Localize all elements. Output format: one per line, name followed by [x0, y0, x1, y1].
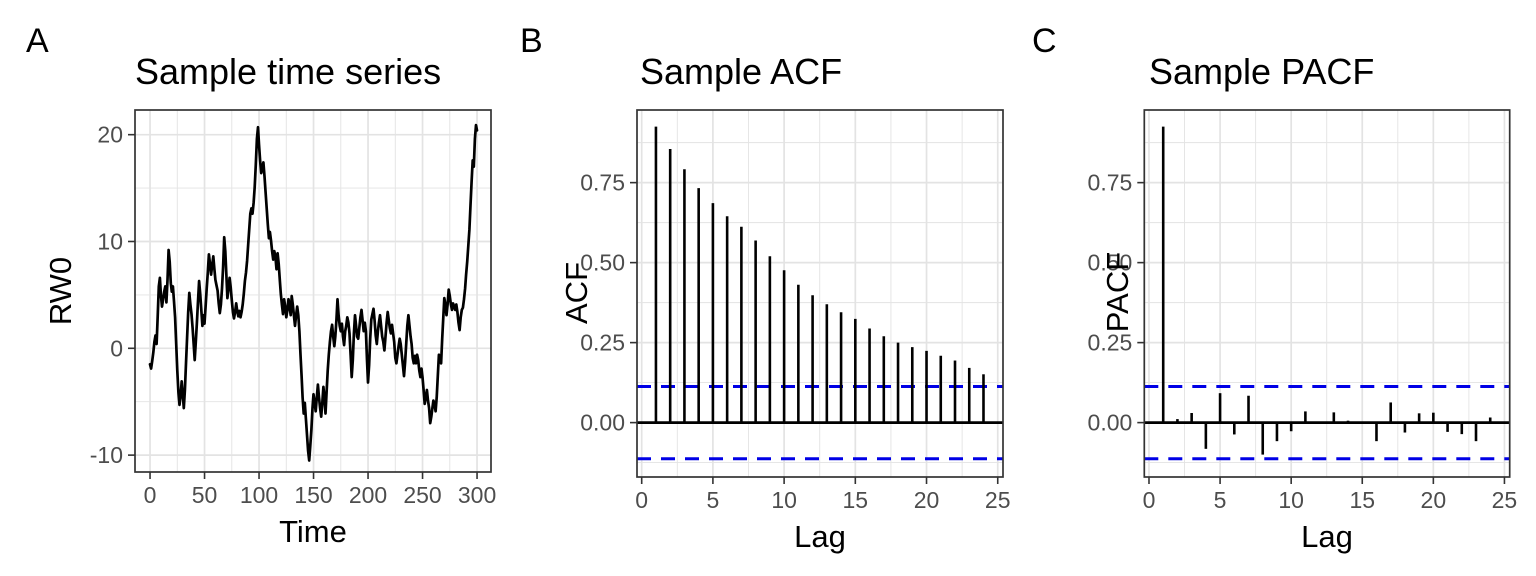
svg-text:300: 300 — [458, 482, 496, 508]
svg-text:20: 20 — [1421, 487, 1447, 513]
panel-a-title: Sample time series — [135, 51, 442, 92]
panel-c-x-axis-label: Lag — [1301, 519, 1353, 554]
svg-text:0.75: 0.75 — [580, 170, 625, 196]
panel-c-y-axis-label: PACF — [1100, 251, 1135, 333]
svg-text:25: 25 — [985, 487, 1011, 513]
svg-text:50: 50 — [192, 482, 218, 508]
svg-text:25: 25 — [1492, 487, 1518, 513]
panel-a-tag: A — [26, 22, 49, 60]
svg-text:0.25: 0.25 — [580, 330, 625, 356]
svg-text:0.50: 0.50 — [1088, 250, 1133, 276]
svg-text:0: 0 — [144, 482, 157, 508]
time-series-plot: 0 50 100 150 200 250 300 -10 0 10 20 — [90, 109, 496, 508]
panel-b-y-axis-label: ACF — [559, 262, 594, 324]
svg-text:0.75: 0.75 — [1088, 170, 1133, 196]
svg-text:0: 0 — [1143, 487, 1156, 513]
acf-plot: 0 5 10 15 20 25 0.00 0.25 0.50 0.75 — [580, 109, 1011, 513]
panel-c-title: Sample PACF — [1149, 51, 1375, 92]
pacf-plot: 0 5 10 15 20 25 0.00 0.25 0.50 0.75 — [1088, 109, 1518, 513]
svg-text:250: 250 — [403, 482, 441, 508]
svg-text:10: 10 — [97, 228, 123, 254]
svg-text:15: 15 — [1349, 487, 1375, 513]
svg-text:0: 0 — [110, 335, 123, 361]
panel-b-x-axis-label: Lag — [794, 519, 846, 554]
svg-text:0.00: 0.00 — [580, 410, 625, 436]
panel-b-title: Sample ACF — [640, 51, 843, 92]
panel-b-tag: B — [520, 22, 543, 60]
svg-text:100: 100 — [240, 482, 278, 508]
panel-a-y-axis-label: RW0 — [43, 256, 78, 326]
svg-text:0.00: 0.00 — [1088, 410, 1133, 436]
svg-text:0.50: 0.50 — [580, 250, 625, 276]
svg-text:5: 5 — [707, 487, 720, 513]
svg-text:150: 150 — [294, 482, 332, 508]
svg-text:10: 10 — [771, 487, 797, 513]
svg-text:15: 15 — [843, 487, 869, 513]
svg-text:200: 200 — [349, 482, 387, 508]
svg-text:5: 5 — [1214, 487, 1227, 513]
svg-text:0.25: 0.25 — [1088, 330, 1133, 356]
svg-text:0: 0 — [635, 487, 648, 513]
panel-c-tag: C — [1032, 22, 1057, 60]
svg-text:10: 10 — [1278, 487, 1304, 513]
svg-text:20: 20 — [914, 487, 940, 513]
panel-a-x-axis-label: Time — [279, 514, 347, 549]
svg-text:20: 20 — [97, 122, 123, 148]
svg-text:-10: -10 — [90, 442, 123, 468]
